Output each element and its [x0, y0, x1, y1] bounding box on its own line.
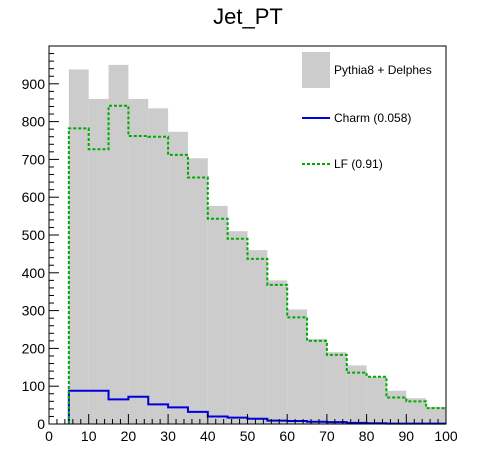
bar-pythia — [287, 309, 308, 424]
y-tick-label: 800 — [22, 114, 46, 130]
y-tick-label: 900 — [22, 76, 46, 92]
bar-pythia — [406, 398, 427, 424]
x-tick-label: 70 — [319, 428, 335, 444]
bar-pythia — [68, 69, 89, 424]
bar-pythia — [128, 98, 149, 425]
y-tick-label: 300 — [22, 303, 46, 319]
y-tick-label: 700 — [22, 151, 46, 167]
legend: Pythia8 + Delphes Charm (0.058) LF (0.91… — [302, 52, 432, 171]
x-tick-label: 100 — [434, 428, 458, 444]
x-tick-label: 20 — [121, 428, 137, 444]
y-tick-label: 600 — [22, 189, 46, 205]
bar-pythia — [207, 205, 228, 424]
bar-pythia — [148, 108, 169, 425]
plot-area — [68, 64, 446, 425]
x-tick-label: 90 — [399, 428, 415, 444]
y-tick-label: 500 — [22, 227, 46, 243]
bar-pythia — [346, 365, 367, 424]
legend-label-charm: Charm (0.058) — [334, 111, 411, 125]
x-tick-label: 0 — [45, 428, 53, 444]
y-tick-label: 0 — [37, 416, 45, 432]
chart-title: Jet_PT — [213, 4, 283, 29]
bar-pythia — [168, 131, 188, 424]
x-tick-label: 10 — [81, 428, 97, 444]
bar-pythia — [307, 338, 327, 424]
bar-pythia — [227, 231, 248, 424]
y-tick-label: 200 — [22, 340, 46, 356]
x-tick-label: 30 — [160, 428, 176, 444]
legend-label-lf: LF (0.91) — [334, 157, 383, 171]
bar-pythia — [386, 390, 407, 424]
y-tick-label: 400 — [22, 265, 46, 281]
legend-label-pythia: Pythia8 + Delphes — [334, 63, 432, 77]
series-line-lf — [67, 104, 446, 424]
x-tick-label: 60 — [279, 428, 295, 444]
bar-pythia — [426, 406, 446, 424]
bar-pythia — [88, 98, 109, 425]
bar-pythia — [366, 376, 387, 424]
bar-pythia — [247, 250, 268, 424]
legend-swatch-pythia — [302, 52, 330, 88]
x-tick-label: 50 — [240, 428, 256, 444]
x-tick-label: 40 — [200, 428, 216, 444]
y-tick-label: 100 — [22, 378, 46, 394]
axes: 0 10 20 30 40 50 60 70 80 90 100 0 100 200 300 400 500 60… — [22, 45, 458, 444]
x-tick-label: 80 — [359, 428, 375, 444]
bar-pythia — [326, 352, 347, 424]
bar-pythia — [187, 158, 208, 425]
bar-pythia — [267, 280, 288, 424]
bar-pythia — [108, 64, 129, 425]
